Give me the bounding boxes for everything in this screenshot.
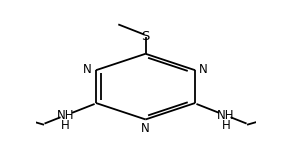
Text: H: H: [61, 119, 70, 132]
Text: NH: NH: [57, 109, 74, 122]
Text: S: S: [141, 30, 150, 43]
Text: H: H: [222, 119, 230, 132]
Text: N: N: [141, 122, 150, 135]
Text: NH: NH: [217, 109, 235, 122]
Text: N: N: [83, 63, 92, 76]
Text: N: N: [199, 63, 208, 76]
